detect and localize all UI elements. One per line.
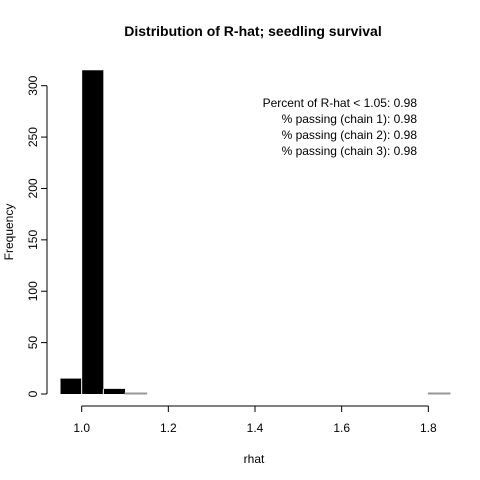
histogram-bar-3 (124, 392, 148, 395)
x-axis-label: rhat (244, 452, 265, 466)
annotations-group: Percent of R-hat < 1.05: 0.98 % passing (… (263, 96, 418, 158)
x-tick-label-2: 1.4 (247, 421, 264, 435)
histogram-bar-0 (60, 378, 82, 394)
y-tick-label-3: 150 (26, 230, 40, 250)
chart-title: Distribution of R-hat; seedling survival (124, 23, 381, 39)
bars-group (59, 70, 451, 395)
y-axis-label: Frequency (2, 204, 16, 261)
x-tick-label-1: 1.2 (160, 421, 177, 435)
annotation-line-4: % passing (chain 3): 0.98 (282, 144, 418, 158)
annotation-line-2: % passing (chain 1): 0.98 (282, 112, 418, 126)
histogram-bar-1 (81, 70, 104, 395)
x-tick-label-0: 1.0 (73, 421, 90, 435)
histogram-bar-4 (427, 392, 451, 395)
y-axis: 0 50 100 150 200 250 300 (26, 75, 48, 397)
y-tick-label-1: 50 (26, 336, 40, 350)
y-tick-label-4: 200 (26, 178, 40, 198)
y-tick-label-2: 100 (26, 281, 40, 301)
x-tick-label-3: 1.6 (333, 421, 350, 435)
x-tick-label-4: 1.8 (420, 421, 437, 435)
annotation-line-1: Percent of R-hat < 1.05: 0.98 (263, 96, 418, 110)
y-tick-label-0: 0 (26, 390, 40, 397)
y-tick-label-5: 250 (26, 127, 40, 147)
x-axis: 1.0 1.2 1.4 1.6 1.8 (73, 405, 437, 435)
histogram-bar-2 (103, 388, 125, 394)
y-tick-label-6: 300 (26, 75, 40, 95)
annotation-line-3: % passing (chain 2): 0.98 (282, 128, 418, 142)
